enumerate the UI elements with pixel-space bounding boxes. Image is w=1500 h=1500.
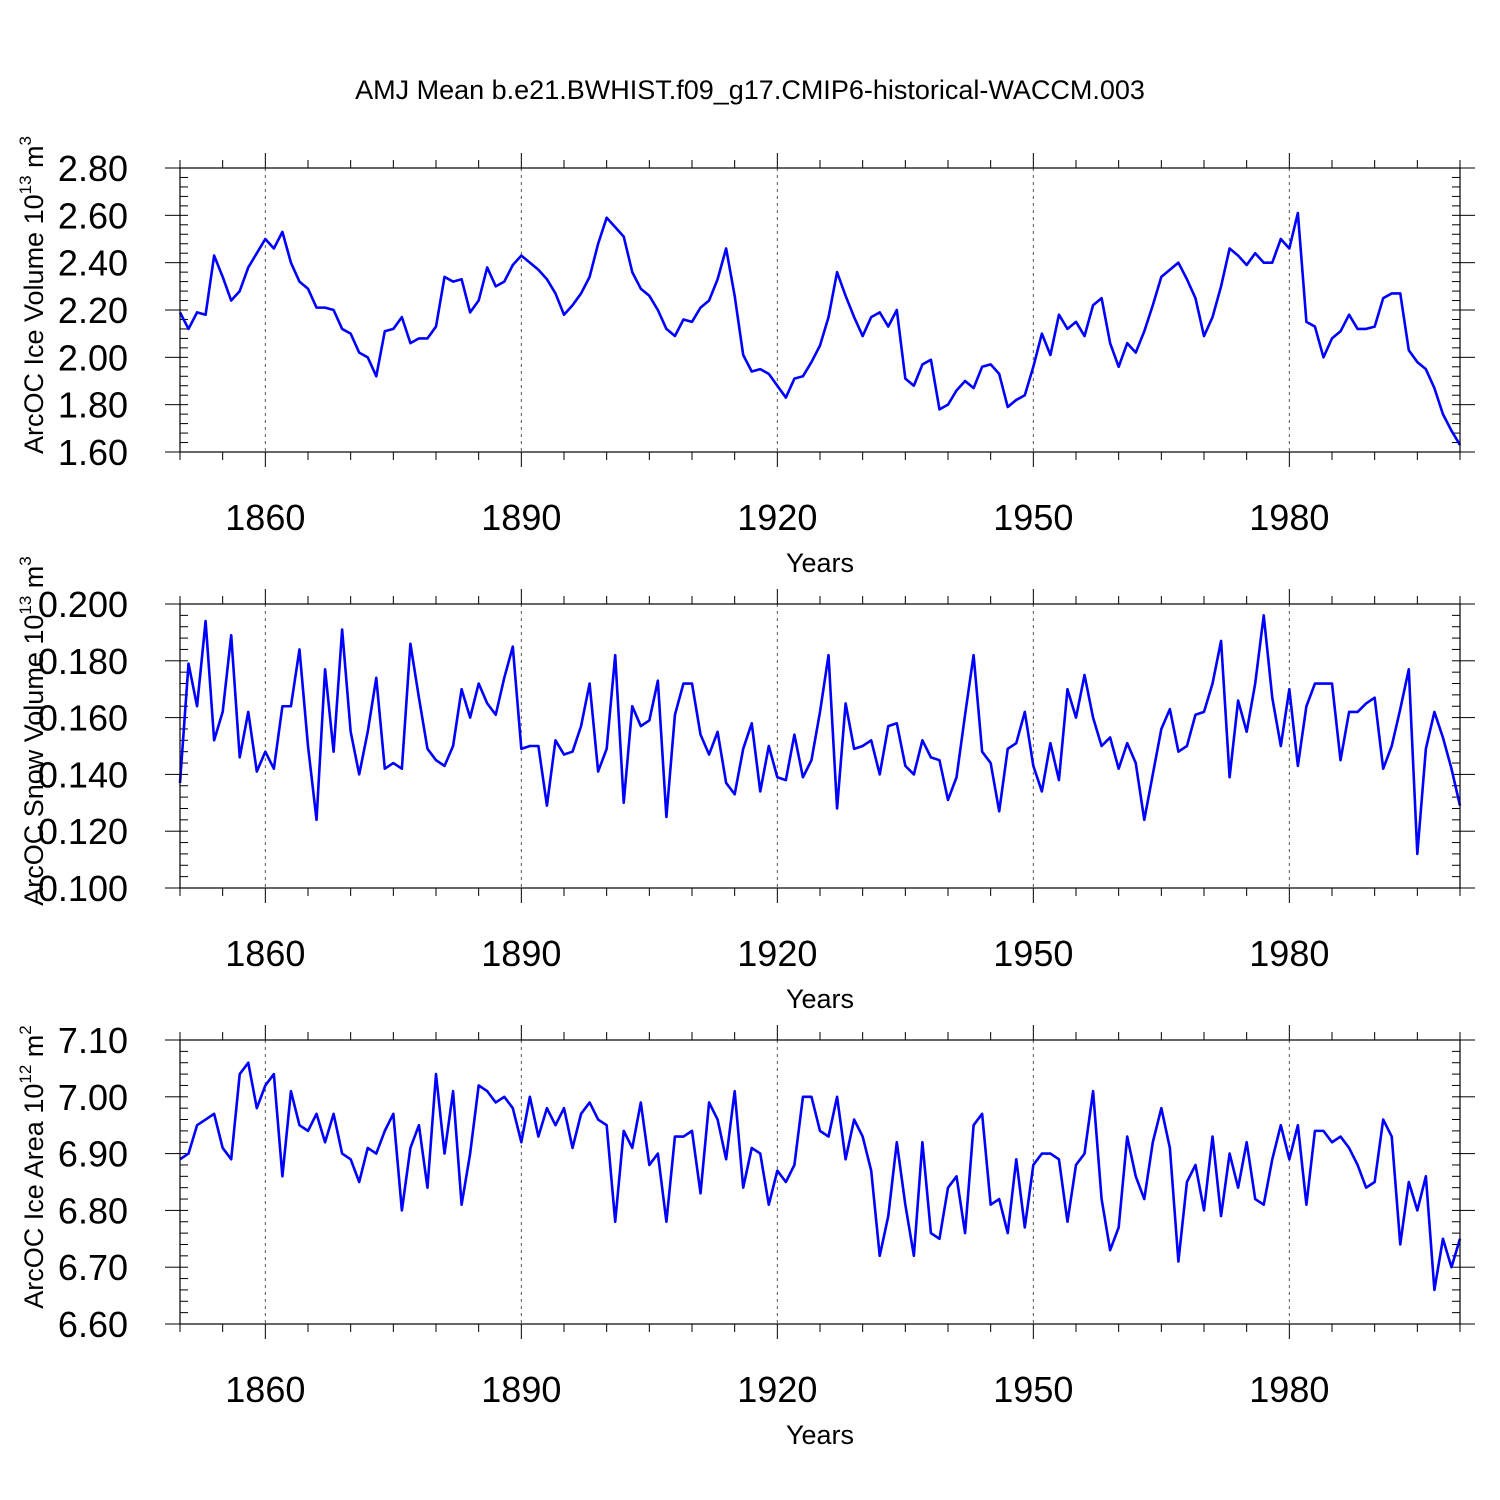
y-tick-label: 0.180	[38, 641, 128, 682]
y-axis-label-unit: m	[19, 566, 49, 596]
y-tick-label: 2.40	[58, 243, 128, 284]
y-axis-label-unit: m	[19, 145, 49, 175]
y-tick-label: 0.120	[38, 811, 128, 852]
x-axis-label: Years	[786, 984, 854, 1014]
x-tick-label: 1860	[225, 933, 305, 974]
y-tick-label: 1.60	[58, 432, 128, 473]
figure-title: AMJ Mean b.e21.BWHIST.f09_g17.CMIP6-hist…	[355, 75, 1145, 105]
plot-frame	[179, 1039, 1461, 1325]
y-tick-label: 2.00	[58, 337, 128, 378]
y-axis-label-main: ArcOC Ice Volume 10	[19, 194, 49, 454]
y-tick-label: 6.90	[58, 1134, 128, 1175]
x-tick-label: 1890	[481, 1369, 561, 1410]
panel-snow-volume: 0.100 0.120 0.140 0.160 0.180 0.200 1860 1890 19…	[16, 556, 1475, 1014]
data-series-line	[178, 614, 1462, 856]
x-tick-label: 1980	[1249, 933, 1329, 974]
x-tick-label: 1890	[481, 933, 561, 974]
y-tick-label: 0.160	[38, 698, 128, 739]
x-tick-label: 1920	[737, 933, 817, 974]
y-axis-label: ArcOC Snow Volume 1013 m3	[16, 556, 49, 906]
x-tick-label: 1980	[1249, 497, 1329, 538]
x-tick-label: 1950	[993, 1369, 1073, 1410]
y-tick-label: 0.100	[38, 868, 128, 909]
y-axis-label-main: ArcOC Snow Volume 10	[19, 615, 49, 906]
x-tick-label: 1890	[481, 497, 561, 538]
y-axis-label: ArcOC Ice Area 1012 m2	[16, 1025, 49, 1309]
y-tick-label: 7.10	[58, 1020, 128, 1061]
y-tick-label: 0.200	[38, 584, 128, 625]
y-axis-label-exponent: 13	[16, 596, 35, 615]
x-tick-label: 1920	[737, 497, 817, 538]
x-tick-label: 1980	[1249, 1369, 1329, 1410]
plot-frame	[179, 167, 1461, 453]
y-tick-label: 6.60	[58, 1304, 128, 1345]
y-axis-label-exponent: 13	[16, 175, 35, 194]
y-axis-label-exponent: 12	[16, 1065, 35, 1084]
x-axis-label: Years	[786, 548, 854, 578]
y-axis-label-main: ArcOC Ice Area 10	[19, 1084, 49, 1309]
y-tick-label: 0.140	[38, 754, 128, 795]
y-tick-label: 6.80	[58, 1190, 128, 1231]
y-tick-label: 6.70	[58, 1247, 128, 1288]
y-axis-label: ArcOC Ice Volume 1013 m3	[16, 136, 49, 454]
data-series-line	[178, 211, 1462, 446]
x-axis-label: Years	[786, 1420, 854, 1450]
y-tick-label: 2.60	[58, 195, 128, 236]
x-tick-label: 1950	[993, 933, 1073, 974]
plot-frame	[179, 603, 1461, 889]
y-tick-label: 2.20	[58, 290, 128, 331]
y-tick-label: 1.80	[58, 385, 128, 426]
y-axis-label-unit: m	[19, 1035, 49, 1065]
x-tick-label: 1860	[225, 1369, 305, 1410]
panel-ice-area: 6.60 6.70 6.80 6.90 7.00 7.10 1860 1890 1920 1950…	[16, 1020, 1475, 1450]
panel-ice-volume: 1.60 1.80 2.00 2.20 2.40 2.60 2.80 1860 1890 1920…	[16, 136, 1475, 578]
x-tick-label: 1860	[225, 497, 305, 538]
y-axis-label-unit-exponent: 2	[16, 1025, 35, 1034]
x-tick-label: 1920	[737, 1369, 817, 1410]
y-axis-label-unit-exponent: 3	[16, 556, 35, 565]
y-axis-label-unit-exponent: 3	[16, 136, 35, 145]
y-tick-label: 2.80	[58, 148, 128, 189]
x-tick-label: 1950	[993, 497, 1073, 538]
y-tick-label: 7.00	[58, 1077, 128, 1118]
data-series-line	[179, 1061, 1462, 1292]
